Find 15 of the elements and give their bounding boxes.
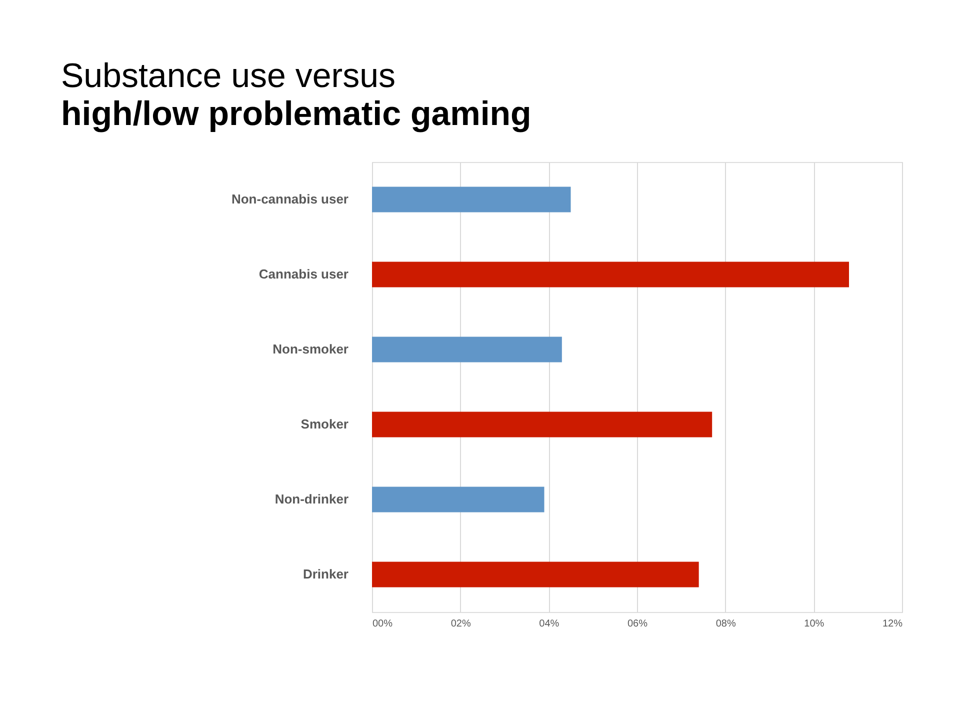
y-tick-label: Drinker (302, 566, 348, 582)
x-tick-label: 12% (882, 618, 903, 630)
chart-subtitle: high/low problematic gaming (60, 95, 532, 133)
y-tick-label: Non-cannabis user (231, 192, 348, 206)
chart-title: Substance use versus (60, 57, 396, 95)
x-tick-label: 06% (627, 618, 648, 630)
y-tick-label: Non-smoker (272, 342, 348, 356)
x-tick-label: 10% (804, 618, 824, 630)
x-tick-label: 08% (716, 618, 736, 630)
x-tick-label: 02% (450, 618, 471, 630)
y-tick-label: Cannabis user (258, 266, 348, 282)
x-tick-label: 04% (539, 618, 560, 630)
y-tick-label: Non-drinker (274, 492, 348, 506)
y-tick-label: Smoker (300, 416, 348, 432)
x-tick-label: 00% (372, 618, 393, 630)
